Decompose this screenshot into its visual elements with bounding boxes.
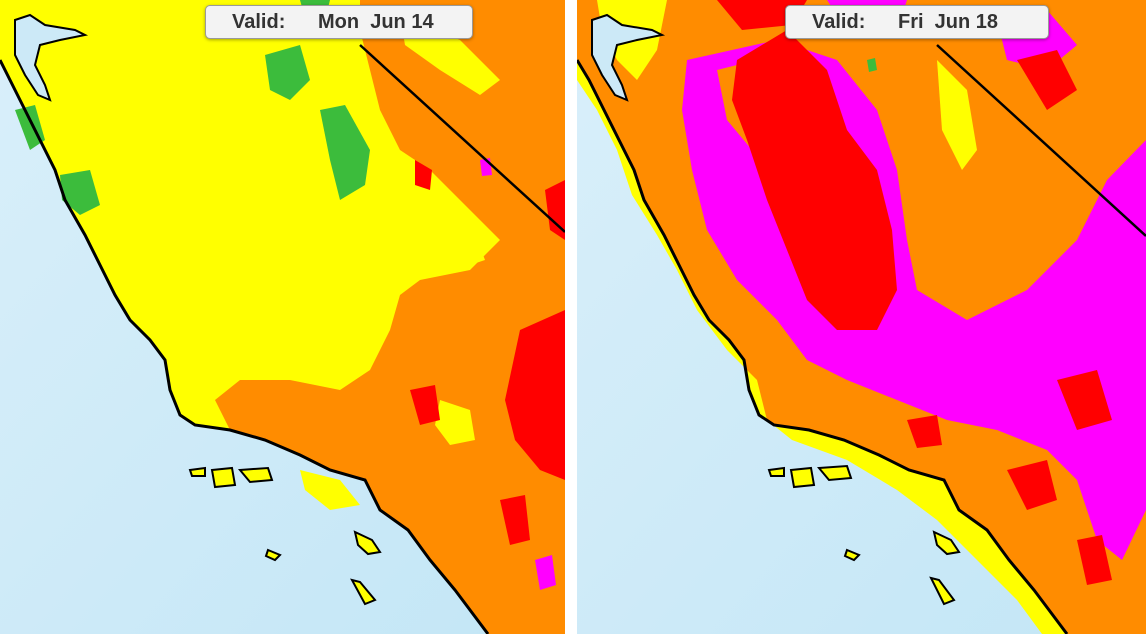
red-zone <box>500 495 530 545</box>
island <box>929 576 956 606</box>
panel-divider <box>565 0 577 634</box>
red-zone <box>415 160 432 190</box>
island <box>353 530 382 556</box>
map-panel-jun14: Valid: Mon Jun 14 <box>0 0 565 634</box>
red-zone <box>732 30 897 330</box>
orange-zone <box>215 0 565 634</box>
sf-bay <box>14 13 89 102</box>
valid-label: Valid: <box>232 10 286 33</box>
island <box>264 548 282 562</box>
state-border <box>359 44 565 233</box>
island <box>816 464 853 482</box>
red-zone <box>505 310 565 480</box>
red-zone <box>410 385 440 425</box>
island <box>188 466 206 477</box>
yellow-streak <box>300 470 360 510</box>
map-panel-jun18: Valid: Fri Jun 18 <box>577 0 1146 634</box>
coastline <box>577 59 1069 634</box>
valid-label: Valid: <box>812 10 866 33</box>
green-zone <box>265 45 310 100</box>
red-zone <box>1077 535 1112 585</box>
yellow-zone <box>577 60 1067 634</box>
magenta-zone <box>535 555 556 590</box>
island <box>767 466 785 477</box>
coastline <box>0 59 490 634</box>
heat-risk-map <box>0 0 565 634</box>
green-zone <box>867 58 877 72</box>
valid-date-box: Valid: Fri Jun 18 <box>785 5 1049 39</box>
island <box>843 548 861 562</box>
red-zone <box>1057 370 1112 430</box>
orange-zone <box>922 190 962 270</box>
red-zone <box>717 0 807 30</box>
red-zone <box>1017 50 1077 110</box>
yellow-streak <box>420 170 485 265</box>
red-zone <box>907 415 942 448</box>
green-zone <box>15 105 45 150</box>
red-zone <box>1007 460 1057 510</box>
island <box>210 466 237 489</box>
red-zone <box>545 180 565 240</box>
yellow-streak <box>435 400 475 445</box>
heat-risk-map <box>577 0 1146 634</box>
sf-bay <box>591 13 666 102</box>
island <box>932 530 961 556</box>
yellow-zone <box>937 60 977 170</box>
green-zone <box>320 105 370 200</box>
valid-date: Fri Jun 18 <box>898 10 999 33</box>
green-zone <box>60 170 100 215</box>
state-border <box>936 44 1146 237</box>
valid-date: Mon Jun 14 <box>318 10 434 33</box>
island <box>789 466 816 489</box>
island <box>237 466 274 484</box>
island <box>350 578 377 606</box>
valid-date-box: Valid: Mon Jun 14 <box>205 5 473 39</box>
